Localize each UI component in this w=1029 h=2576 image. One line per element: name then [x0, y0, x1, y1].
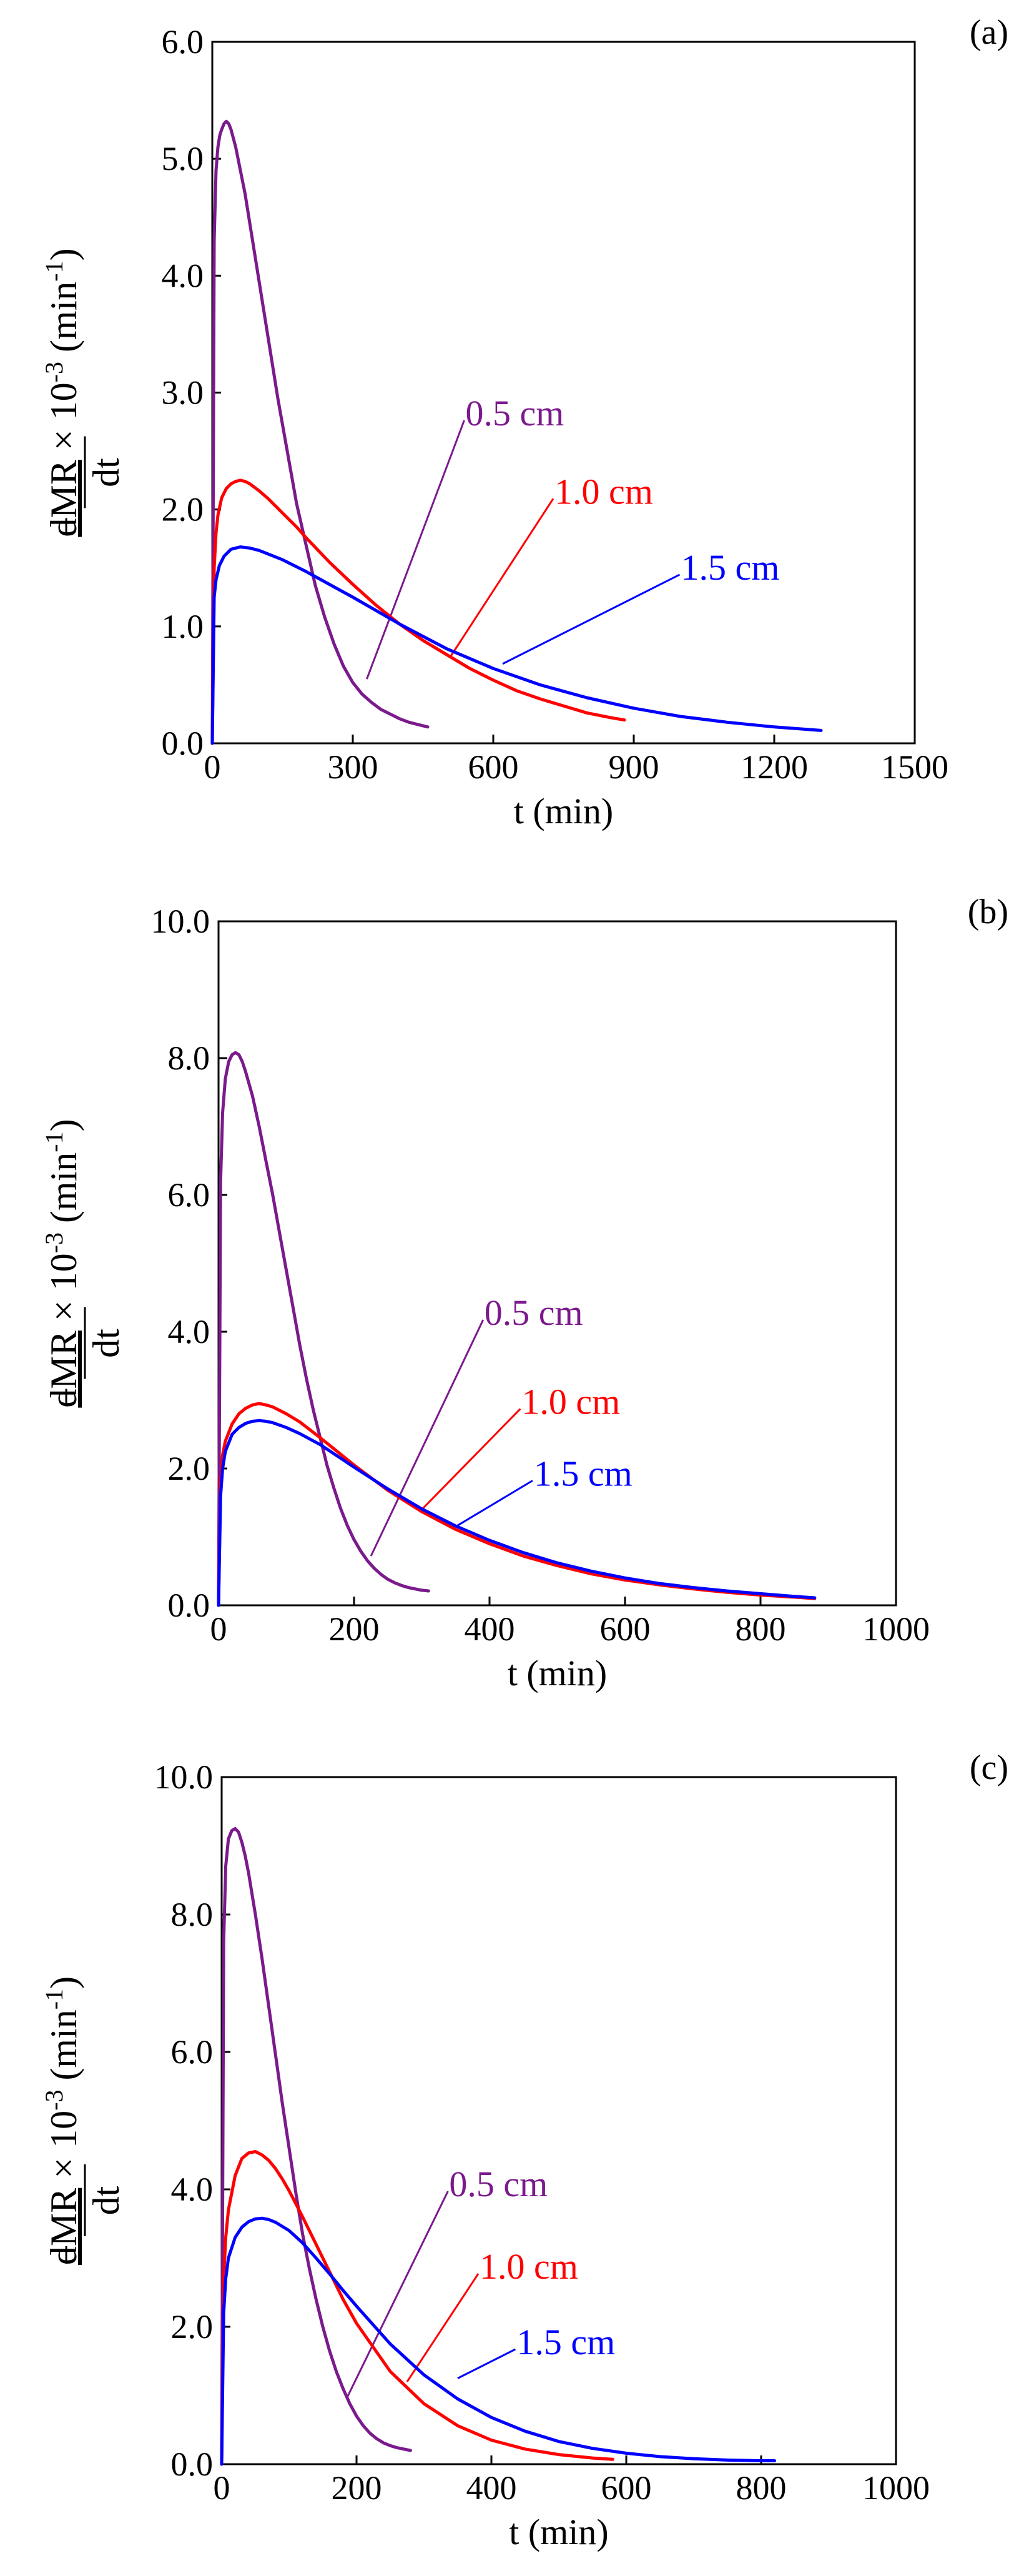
x-tick-label: 800 — [736, 1610, 786, 1648]
y-tick-label: 4.0 — [168, 1313, 210, 1350]
x-tick-label: 0 — [210, 1610, 227, 1648]
x-tick-label: 400 — [465, 1610, 515, 1648]
panel-label: (b) — [968, 893, 1008, 931]
chart-panel-2: 0.0 2.0 4.0 6.0 8.0 10.0 0 200 400 600 800 1000 t (m… — [40, 893, 1008, 1693]
plot-frame — [217, 920, 897, 1607]
series-leader-line — [366, 420, 465, 680]
x-tick-label: 1000 — [862, 1610, 930, 1648]
series-line-1-0-cm — [220, 2150, 614, 2466]
series-label: 1.5 cm — [516, 2322, 615, 2362]
x-tick-label: 600 — [600, 1610, 651, 1648]
y-tick-label: 6.0 — [162, 23, 204, 61]
x-tick-label: 1500 — [881, 748, 948, 786]
y-axis-title: −dMR × 10-3 (min-1)dt — [40, 248, 127, 537]
chart-panel-3: 0.0 2.0 4.0 6.0 8.0 10.0 0 200 400 600 800 1000 t (m… — [40, 1748, 1008, 2552]
series-line-0-5-cm — [217, 1051, 430, 1607]
y-tick-label: 6.0 — [171, 2033, 214, 2071]
series-line-1-5-cm — [217, 1419, 817, 1607]
y-axis-numerator: dMR × 10-3 (min-1) — [40, 1119, 84, 1407]
x-axis-title: t (min) — [509, 2512, 608, 2552]
x-tick-label: 600 — [468, 748, 519, 786]
x-tick-label: 900 — [609, 748, 659, 786]
x-tick-label: 1000 — [862, 2469, 930, 2507]
series-leader-line — [406, 2273, 480, 2382]
y-tick-label: 8.0 — [168, 1039, 210, 1077]
y-tick-label: 0.0 — [168, 1587, 210, 1624]
x-tick-label: 300 — [328, 748, 378, 786]
y-tick-label: 2.0 — [168, 1450, 210, 1487]
series-leader-line — [457, 2348, 516, 2379]
y-tick-label: 0.0 — [162, 725, 204, 762]
y-tick-label: 0.0 — [171, 2445, 214, 2483]
series-label: 1.0 cm — [521, 1381, 620, 1422]
y-axis-denominator: dt — [86, 1329, 127, 1358]
y-tick-label: 10.0 — [154, 1758, 214, 1796]
series-leader-line — [345, 2191, 449, 2400]
y-axis-minus: − — [46, 2244, 87, 2266]
y-tick-label: 4.0 — [171, 2171, 214, 2208]
y-axis-title: −dMR × 10-3 (min-1)dt — [40, 1976, 127, 2266]
series-label: 1.0 cm — [554, 471, 653, 512]
series-leader-line — [421, 1408, 521, 1510]
series-label: 0.5 cm — [449, 2164, 548, 2204]
series-line-0-5-cm — [210, 119, 430, 745]
panel-label: (c) — [970, 1748, 1008, 1787]
y-axis-denominator: dt — [86, 2186, 127, 2215]
series-line-1-5-cm — [210, 545, 823, 745]
y-axis-denominator: dt — [86, 458, 127, 487]
x-tick-label: 800 — [736, 2469, 787, 2507]
series-leader-line — [455, 1480, 533, 1528]
y-tick-label: 3.0 — [162, 374, 204, 412]
x-tick-label: 200 — [332, 2469, 382, 2507]
y-tick-label: 2.0 — [171, 2308, 214, 2346]
series-leader-line — [450, 498, 554, 656]
x-tick-label: 0 — [204, 748, 221, 786]
y-axis-minus: − — [46, 1387, 87, 1409]
series-leader-line — [502, 573, 681, 665]
y-tick-label: 8.0 — [171, 1896, 214, 1933]
y-tick-label: 4.0 — [162, 257, 204, 294]
x-axis-title: t (min) — [508, 1653, 607, 1693]
y-axis-numerator: dMR × 10-3 (min-1) — [40, 248, 84, 537]
y-tick-label: 5.0 — [162, 140, 204, 177]
y-tick-label: 1.0 — [162, 608, 204, 645]
series-label: 1.5 cm — [534, 1453, 633, 1494]
series-label: 0.5 cm — [485, 1292, 583, 1333]
x-axis-title: t (min) — [514, 791, 613, 831]
series-leader-line — [370, 1319, 485, 1557]
series-label: 1.5 cm — [681, 547, 780, 588]
x-tick-label: 1200 — [741, 748, 808, 786]
x-tick-label: 600 — [601, 2469, 652, 2507]
panel-label: (a) — [970, 13, 1008, 52]
x-tick-label: 200 — [329, 1610, 380, 1648]
y-axis-numerator: dMR × 10-3 (min-1) — [40, 1976, 84, 2265]
series-label: 1.0 cm — [480, 2246, 578, 2287]
y-axis-minus: − — [46, 517, 87, 538]
y-axis-title: −dMR × 10-3 (min-1)dt — [40, 1119, 127, 1408]
y-tick-label: 10.0 — [151, 903, 210, 940]
y-tick-label: 6.0 — [168, 1176, 210, 1214]
x-tick-label: 400 — [466, 2469, 517, 2507]
chart-panel-1: 0.0 1.0 2.0 3.0 4.0 5.0 6.0 0 300 600 900 1200 1500 t… — [40, 13, 1008, 831]
series-line-1-0-cm — [210, 478, 626, 745]
y-tick-label: 2.0 — [162, 491, 204, 528]
x-tick-label: 0 — [214, 2469, 230, 2507]
series-line-1-5-cm — [220, 2216, 777, 2466]
series-label: 0.5 cm — [466, 393, 564, 433]
